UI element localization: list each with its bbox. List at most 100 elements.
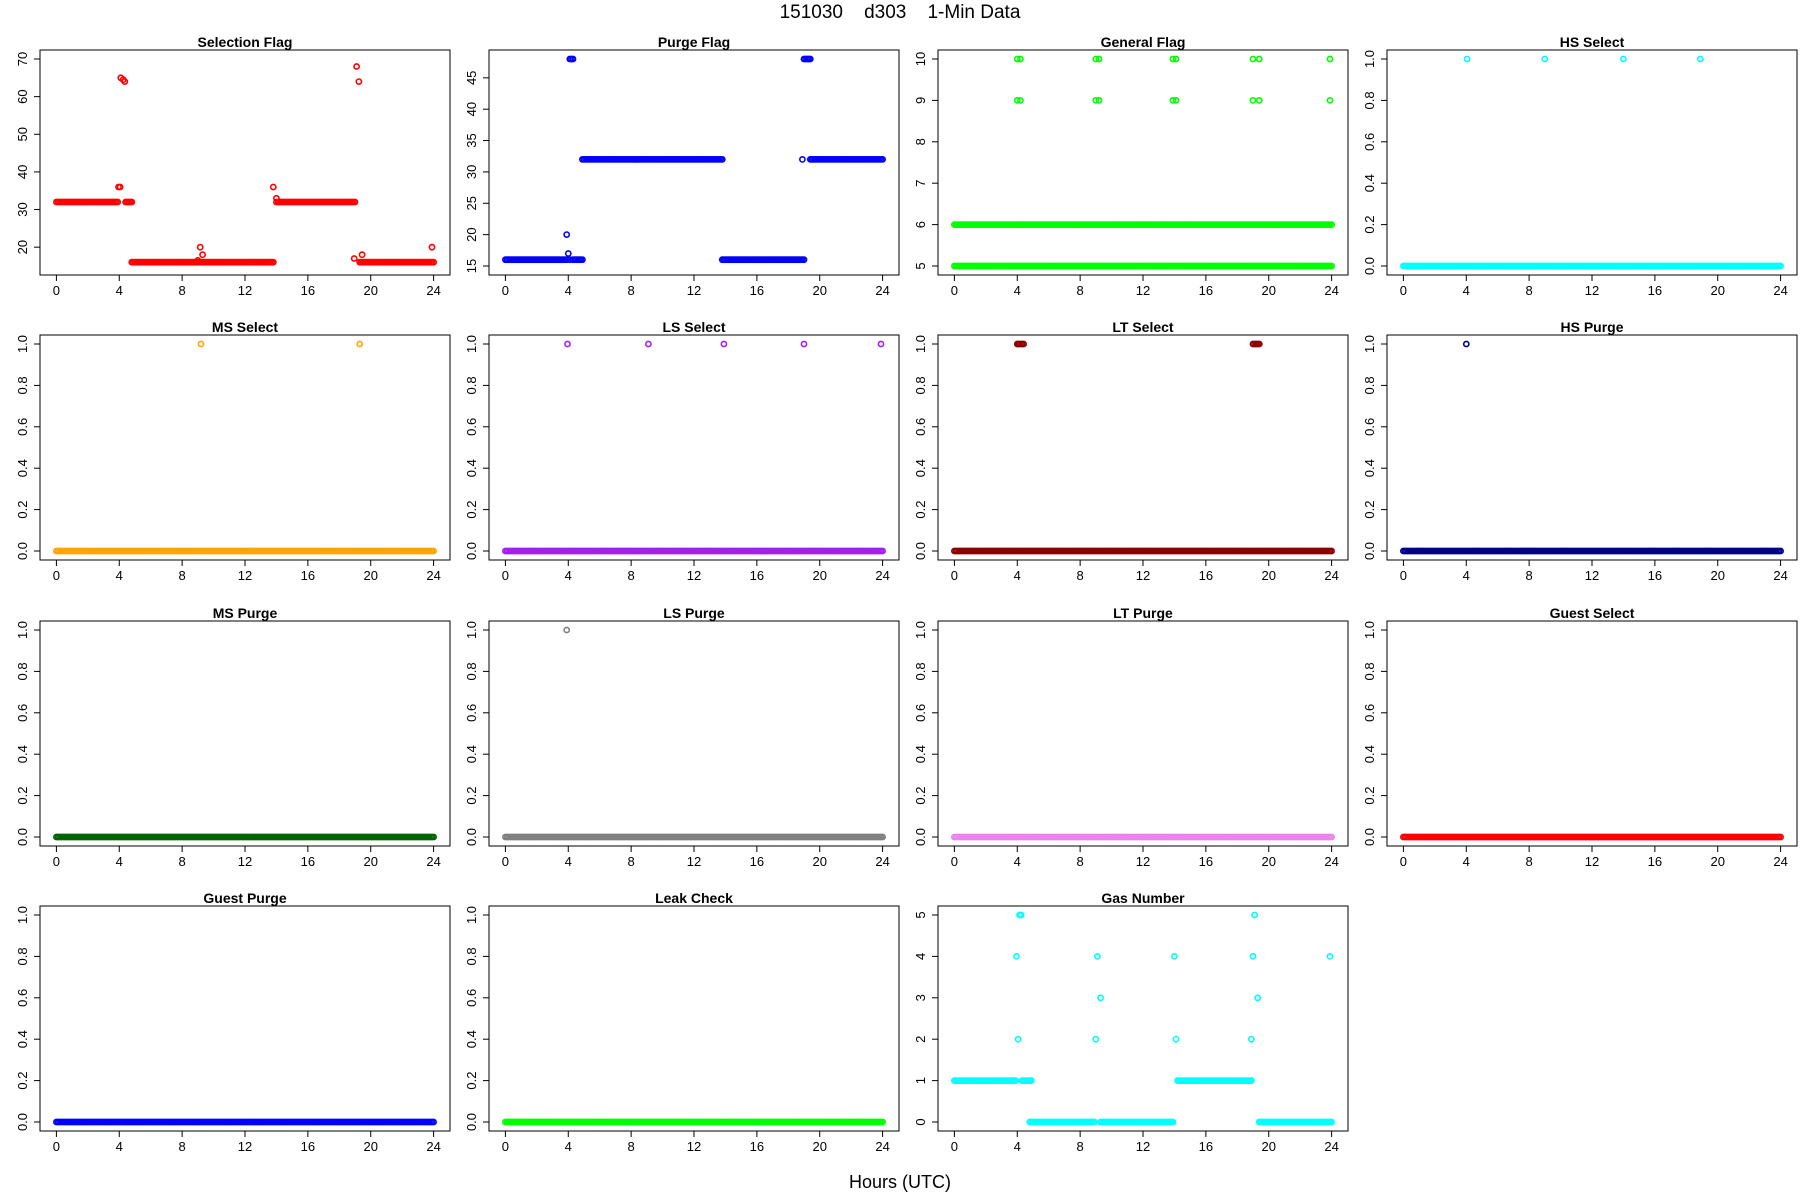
- data-point: [1014, 1035, 1022, 1043]
- x-tick-label: 24: [1773, 283, 1787, 298]
- data-points: [951, 340, 1335, 555]
- y-tick-label: 0.4: [15, 1030, 30, 1048]
- x-tick-label: 12: [238, 568, 252, 583]
- data-point: [1017, 97, 1024, 104]
- x-tick-label: 4: [565, 568, 572, 583]
- data-point: [1328, 547, 1335, 555]
- data-point: [1255, 340, 1263, 348]
- plot-frame: [39, 620, 451, 847]
- y-tick-label: 4: [913, 953, 928, 960]
- data-point: [879, 547, 886, 555]
- x-tick-label: 4: [116, 1139, 123, 1154]
- data-points: [501, 55, 886, 264]
- x-tick-label: 0: [53, 283, 60, 298]
- x-tick-label: 4: [565, 1139, 572, 1154]
- plot-frame: [488, 905, 900, 1132]
- data-point: [1255, 97, 1263, 104]
- x-tick-label: 8: [1077, 283, 1084, 298]
- data-point: [720, 340, 728, 348]
- y-tick-label: 1.0: [913, 621, 928, 639]
- plot-frame: [1386, 49, 1798, 276]
- data-point: [1249, 55, 1257, 63]
- y-tick-label: 0.8: [1362, 662, 1377, 680]
- x-tick-label: 12: [1136, 854, 1150, 869]
- y-tick-label: 0.0: [15, 1113, 30, 1131]
- x-tick-label: 4: [1014, 1139, 1021, 1154]
- x-tick-label: 16: [750, 283, 764, 298]
- y-tick-label: 70: [15, 52, 30, 66]
- y-tick-label: 0.0: [15, 542, 30, 560]
- y-tick-label: 1: [913, 1077, 928, 1084]
- y-tick-label: 8: [913, 138, 928, 145]
- data-point: [196, 243, 204, 251]
- data-point: [430, 1118, 437, 1126]
- x-tick-label: 12: [687, 1139, 701, 1154]
- data-point: [1328, 262, 1335, 270]
- panel-title: LS Purge: [663, 605, 725, 621]
- data-point: [718, 155, 726, 163]
- data-point: [800, 256, 808, 264]
- data-point: [1697, 55, 1704, 63]
- y-tick-label: 1.0: [1362, 335, 1377, 353]
- y-tick-label: 0.6: [913, 418, 928, 436]
- y-tick-label: 0.4: [464, 745, 479, 763]
- y-tick-label: 0.4: [913, 459, 928, 477]
- data-points: [501, 1118, 886, 1126]
- data-point: [353, 63, 360, 70]
- x-tick-label: 24: [875, 568, 889, 583]
- y-tick-label: 0.4: [15, 459, 30, 477]
- x-tick-label: 16: [750, 1139, 764, 1154]
- plot-frame: [39, 49, 451, 276]
- data-point: [564, 250, 572, 257]
- x-tick-label: 0: [951, 568, 958, 583]
- panel-title: Selection Flag: [198, 34, 293, 50]
- plot-frame: [1386, 334, 1798, 561]
- panel-title: Purge Flag: [658, 34, 730, 50]
- x-tick-label: 24: [1324, 854, 1338, 869]
- y-tick-label: 0.6: [464, 418, 479, 436]
- y-tick-label: 0.2: [1362, 787, 1377, 805]
- x-tick-label: 20: [363, 568, 377, 583]
- y-tick-label: 0.4: [913, 745, 928, 763]
- data-point: [1020, 340, 1027, 348]
- y-tick-label: 10: [913, 52, 928, 66]
- data-point: [1097, 994, 1104, 1002]
- x-tick-label: 0: [502, 283, 509, 298]
- plot-frame: [1386, 620, 1798, 847]
- x-tick-label: 0: [951, 854, 958, 869]
- x-tick-label: 8: [1077, 1139, 1084, 1154]
- data-point: [1249, 953, 1257, 960]
- x-tick-label: 16: [1199, 283, 1213, 298]
- data-point: [1013, 55, 1021, 63]
- y-tick-label: 0.8: [464, 662, 479, 680]
- data-points: [951, 911, 1335, 1126]
- data-point: [430, 833, 437, 841]
- data-point: [1172, 1035, 1180, 1043]
- y-tick-label: 30: [15, 202, 30, 216]
- x-tick-label: 8: [628, 568, 635, 583]
- x-tick-label: 0: [502, 854, 509, 869]
- x-tick-label: 16: [1648, 854, 1662, 869]
- data-point: [350, 255, 358, 262]
- y-tick-label: 20: [464, 227, 479, 241]
- data-point: [1541, 55, 1549, 63]
- y-tick-label: 0.8: [1362, 376, 1377, 394]
- x-tick-label: 0: [1400, 854, 1407, 869]
- plot-frame: [488, 620, 900, 847]
- y-tick-label: 1.0: [1362, 50, 1377, 68]
- panel-lt-purge: LT Purge 0 4 8 12 16 20 24 0.0 0.2 0.4 0.6 0.8 1.0: [913, 605, 1349, 869]
- data-point: [579, 256, 586, 264]
- x-tick-label: 16: [1199, 854, 1213, 869]
- x-tick-label: 16: [301, 568, 315, 583]
- panel-leak-check: Leak Check 0 4 8 12 16 20 24 0.0 0.2 0.4 0.6 0.8 1.0: [464, 890, 900, 1154]
- x-tick-label: 8: [1077, 854, 1084, 869]
- x-tick-label: 4: [1463, 854, 1470, 869]
- panel-title: LT Select: [1112, 319, 1174, 335]
- y-tick-label: 0.2: [464, 501, 479, 519]
- x-tick-label: 4: [116, 854, 123, 869]
- panel-hs-purge: HS Purge 0 4 8 12 16 20 24 0.0 0.2 0.4 0.6 0.8 1.0: [1362, 319, 1798, 583]
- panel-general-flag: General Flag 0 4 8 12 16 20 24 5 6 7 8 9 10: [913, 34, 1349, 298]
- x-tick-label: 12: [1136, 1139, 1150, 1154]
- data-point: [355, 78, 363, 85]
